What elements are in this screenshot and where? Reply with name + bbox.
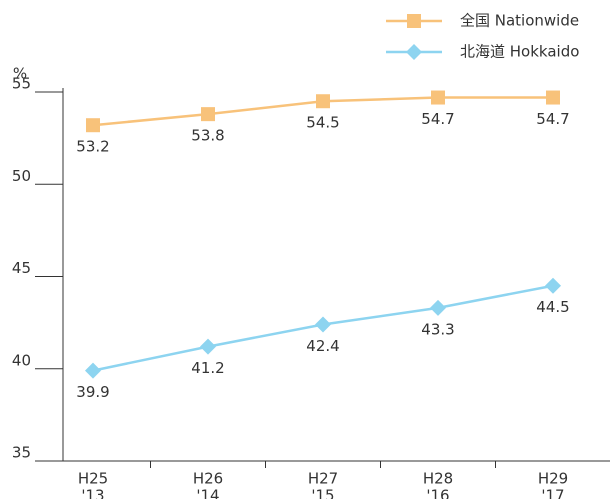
data-label: 39.9 [76, 383, 109, 401]
x-tick-label: '15 [311, 487, 334, 499]
x-tick-label: H29 [538, 470, 568, 488]
data-label: 43.3 [421, 320, 454, 338]
y-tick-label: 35 [12, 444, 31, 462]
data-label: 54.5 [306, 114, 339, 132]
data-label: 54.7 [536, 110, 569, 128]
x-tick-label: H28 [423, 470, 453, 488]
y-tick-label: 40 [12, 351, 31, 369]
legend-marker [407, 14, 421, 28]
x-tick-label: H25 [78, 470, 108, 488]
data-label: 53.8 [191, 127, 224, 145]
x-tick-label: '16 [426, 487, 449, 499]
legend-label: 北海道 Hokkaido [460, 43, 579, 61]
x-tick-label: '14 [196, 487, 219, 499]
legend-marker [406, 44, 422, 60]
data-label: 53.2 [76, 138, 109, 156]
point [86, 118, 100, 133]
x-tick-label: '13 [81, 487, 104, 499]
y-tick-label: 50 [12, 167, 31, 185]
point [201, 107, 215, 122]
y-tick-label: 55 [12, 75, 31, 93]
data-label: 41.2 [191, 359, 224, 377]
point [200, 338, 216, 355]
legend-label: 全国 Nationwide [460, 12, 579, 30]
y-axis-label: % [13, 65, 27, 83]
point [431, 90, 445, 105]
x-tick-label: '17 [541, 487, 564, 499]
data-label: 54.7 [421, 110, 454, 128]
y-tick-label: 45 [12, 259, 31, 277]
point [545, 277, 561, 294]
x-tick-label: H27 [308, 470, 338, 488]
point [85, 362, 101, 379]
point [430, 299, 446, 316]
data-label: 42.4 [306, 337, 339, 355]
data-label: 44.5 [536, 298, 569, 316]
point [546, 90, 560, 105]
point [315, 316, 331, 333]
x-tick-label: H26 [193, 470, 223, 488]
point [316, 94, 330, 109]
